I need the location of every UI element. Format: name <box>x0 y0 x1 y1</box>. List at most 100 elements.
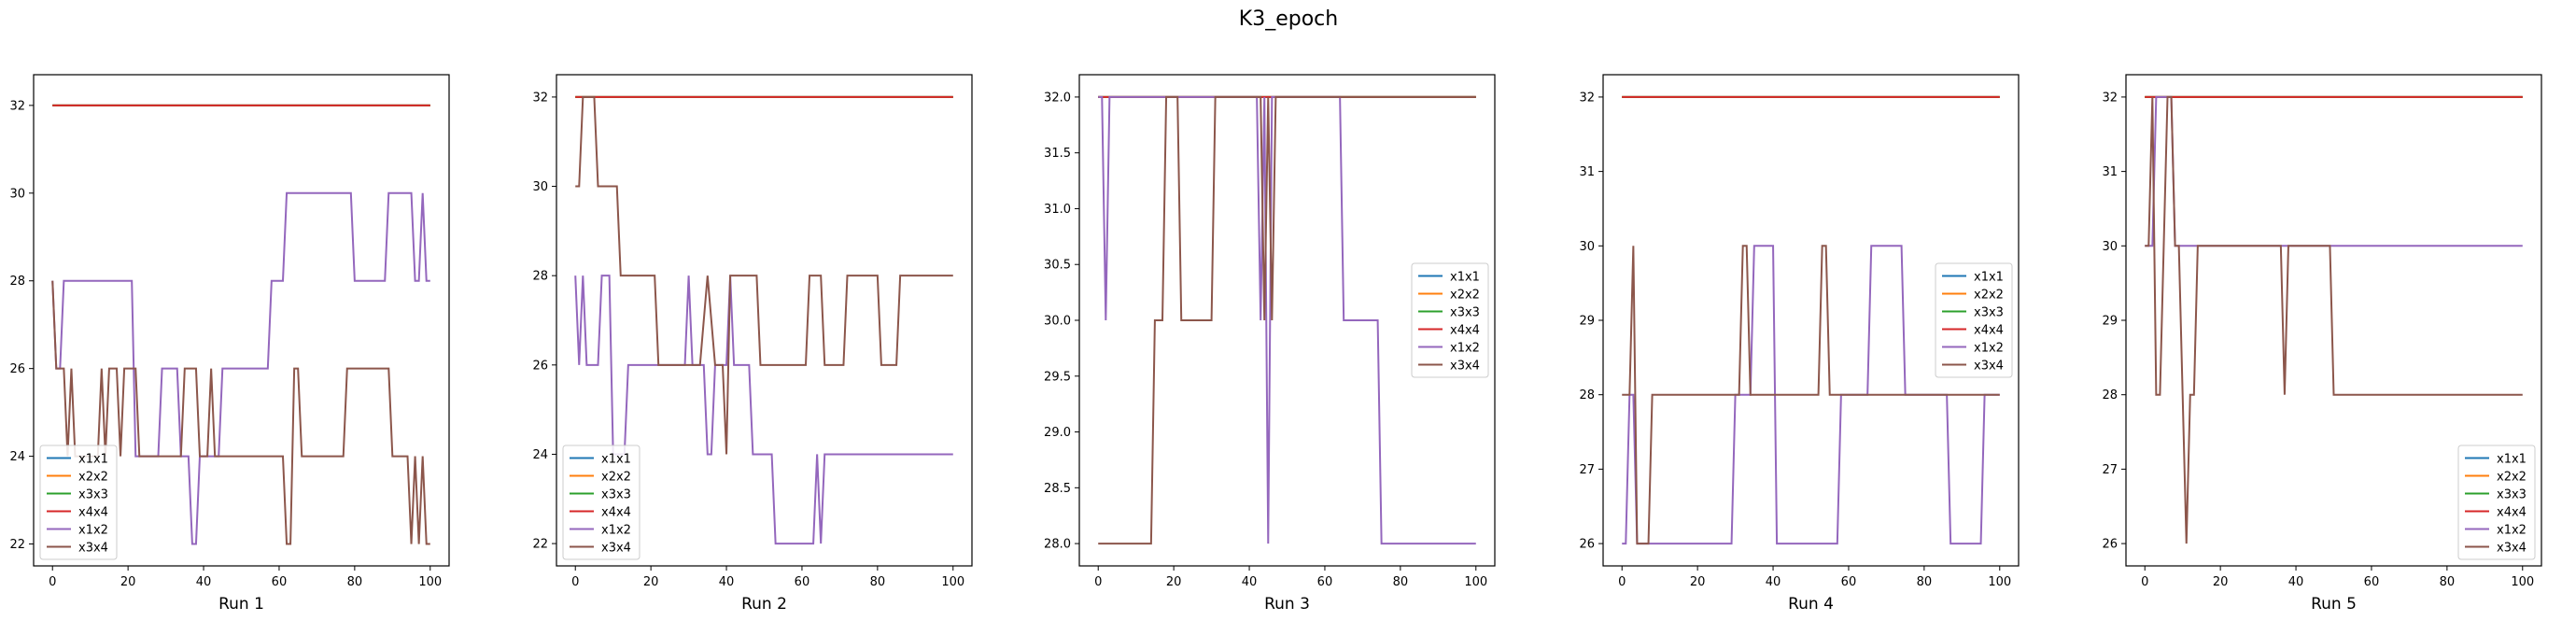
y-tick-label: 28 <box>1579 388 1595 402</box>
series-line-x1x2 <box>1098 95 1476 545</box>
y-tick-label: 29.5 <box>1044 370 1071 384</box>
legend-label: x3x4 <box>2497 542 2527 556</box>
y-tick-label: 30 <box>1579 240 1595 254</box>
y-tick-label: 24 <box>532 448 548 462</box>
x-tick-label: 20 <box>120 575 136 589</box>
y-tick-label: 26 <box>532 359 548 373</box>
subplot-run-3: 0 20 40 60 80 100 28.0 28.5 29.0 29.5 30.0 30.5 31.0… <box>1044 74 1496 614</box>
legend-label: x4x4 <box>1450 324 1480 338</box>
x-tick-label: 100 <box>418 575 442 589</box>
y-tick-label: 28.5 <box>1044 482 1071 496</box>
y-tick-label: 28 <box>2102 388 2118 402</box>
legend-label: x1x2 <box>601 524 631 538</box>
x-tick-label: 100 <box>941 575 964 589</box>
legend-label: x2x2 <box>1450 289 1480 303</box>
legend-label: x4x4 <box>2497 506 2527 520</box>
y-tick-label: 30 <box>2102 240 2118 254</box>
subplots: 0 20 40 60 80 100 22 24 26 28 30 32 Run 1 x1x1 x2x2 x3x… <box>9 74 2542 614</box>
x-tick-label: 60 <box>1841 575 1857 589</box>
legend-label: x1x1 <box>601 453 631 467</box>
series-line-x3x4 <box>2145 95 2523 544</box>
legend-label: x3x3 <box>78 488 108 502</box>
x-tick-label: 40 <box>1242 575 1258 589</box>
series-line-x3x4 <box>51 280 430 545</box>
y-tick-label: 32 <box>532 91 548 105</box>
legend-label: x3x4 <box>1974 360 2004 374</box>
x-tick-label: 100 <box>2511 575 2534 589</box>
legend-label: x4x4 <box>78 506 108 520</box>
y-tick-label: 22 <box>9 538 25 552</box>
legend-label: x3x4 <box>601 542 631 556</box>
axes-frame <box>33 74 450 567</box>
legend-label: x3x3 <box>1450 306 1480 320</box>
y-tick-label: 32 <box>1579 91 1595 105</box>
x-tick-label: 0 <box>571 575 579 589</box>
x-tick-label: 40 <box>719 575 735 589</box>
legend-label: x1x2 <box>2497 524 2527 538</box>
subplot-title: Run 3 <box>1264 595 1310 614</box>
series-lines <box>574 95 953 545</box>
series-lines <box>2145 95 2523 544</box>
legend-label: x3x3 <box>601 488 631 502</box>
y-tick-label: 24 <box>9 450 25 464</box>
y-tick-label: 30 <box>9 187 25 201</box>
x-tick-label: 80 <box>870 575 886 589</box>
x-tick-label: 80 <box>1917 575 1933 589</box>
legend-label: x4x4 <box>601 506 631 520</box>
legend-label: x1x2 <box>1974 342 2004 356</box>
legend-label: x3x4 <box>78 542 108 556</box>
subplot-title: Run 1 <box>218 595 264 614</box>
legend: x1x1 x2x2 x3x3 x4x4 x1x2 x3x4 <box>562 445 640 560</box>
legend-label: x3x3 <box>2497 488 2527 502</box>
legend-label: x1x1 <box>1974 271 2004 285</box>
legend-label: x1x1 <box>1450 271 1480 285</box>
y-tick-label: 32 <box>2102 91 2118 105</box>
series-lines <box>1622 95 2000 545</box>
y-tick-label: 31.0 <box>1044 203 1071 217</box>
x-tick-label: 80 <box>2440 575 2456 589</box>
legend-label: x1x1 <box>2497 453 2527 467</box>
series-line-x3x4 <box>1622 245 2000 545</box>
legend-box <box>1411 262 1489 378</box>
legend-label: x1x2 <box>78 524 108 538</box>
x-tick-label: 60 <box>795 575 810 589</box>
y-tick-label: 27 <box>1579 463 1595 477</box>
y-tick-label: 26 <box>1579 538 1595 552</box>
y-tick-label: 29.0 <box>1044 426 1071 440</box>
y-tick-label: 28 <box>9 275 25 289</box>
y-tick-label: 31 <box>1579 165 1595 179</box>
legend: x1x1 x2x2 x3x3 x4x4 x1x2 x3x4 <box>1935 262 2013 378</box>
legend-label: x1x2 <box>1450 342 1480 356</box>
series-lines <box>51 104 430 545</box>
subplot-title: Run 4 <box>1788 595 1834 614</box>
series-line-x1x2 <box>1622 245 2000 545</box>
subplot-run-2: 0 20 40 60 80 100 22 24 26 28 30 32 Run 2 x1x1 x2x2 x3x… <box>532 74 973 614</box>
x-tick-label: 0 <box>49 575 56 589</box>
y-tick-label: 29 <box>2102 315 2118 329</box>
legend-label: x1x1 <box>78 453 108 467</box>
legend: x1x1 x2x2 x3x3 x4x4 x1x2 x3x4 <box>39 445 118 560</box>
series-line-x3x4 <box>575 95 953 455</box>
x-tick-label: 0 <box>1618 575 1626 589</box>
axes-frame <box>556 74 973 567</box>
legend-box <box>2457 445 2536 560</box>
y-tick-label: 29 <box>1579 315 1595 329</box>
x-tick-label: 60 <box>2364 575 2380 589</box>
legend-box <box>39 445 118 560</box>
series-line-x3x4 <box>1098 95 1476 545</box>
y-tick-label: 32.0 <box>1044 91 1071 105</box>
x-tick-label: 40 <box>1766 575 1781 589</box>
y-tick-label: 28 <box>532 270 548 284</box>
x-tick-label: 80 <box>1393 575 1409 589</box>
y-tick-label: 28.0 <box>1044 538 1071 552</box>
legend-label: x4x4 <box>1974 324 2004 338</box>
legend-label: x2x2 <box>2497 471 2527 485</box>
y-tick-label: 27 <box>2102 463 2118 477</box>
x-tick-label: 0 <box>1094 575 1102 589</box>
series-line-x1x2 <box>51 191 430 545</box>
x-tick-label: 100 <box>1988 575 2011 589</box>
legend-box <box>1935 262 2013 378</box>
legend-label: x3x3 <box>1974 306 2004 320</box>
